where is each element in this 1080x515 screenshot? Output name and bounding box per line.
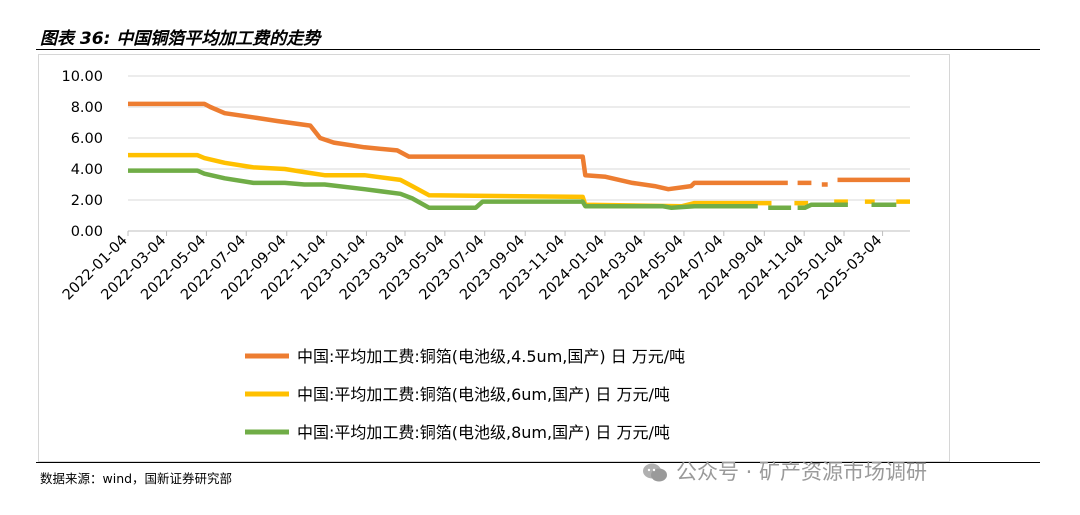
- series-lines: [128, 101, 910, 211]
- y-tick-label: 0.00: [71, 224, 103, 240]
- wechat-icon: [643, 463, 667, 482]
- y-tick-label: 10.00: [61, 69, 103, 85]
- y-tick-label: 4.00: [71, 162, 103, 178]
- legend-label: 中国:平均加工费:铜箔(电池级,8um,国产) 日 万元/吨: [297, 423, 670, 442]
- series-line-3: [128, 168, 897, 211]
- watermark: 公众号 · 矿产资源市场调研: [642, 456, 927, 486]
- y-tick-label: 8.00: [71, 100, 103, 116]
- chart-frame: [38, 54, 950, 462]
- series-line-2: [128, 152, 910, 209]
- title-rule: [36, 49, 1040, 50]
- legend: 中国:平均加工费:铜箔(电池级,4.5um,国产) 日 万元/吨中国:平均加工费…: [245, 347, 685, 442]
- figure-title: 图表 36: 中国铜箔平均加工费的走势: [40, 29, 321, 49]
- footer-rule: [36, 462, 1040, 463]
- source-note: 数据来源：wind，国新证券研究部: [40, 471, 233, 486]
- y-tick-label: 2.00: [71, 193, 103, 209]
- watermark-text: 公众号 · 矿产资源市场调研: [676, 460, 928, 484]
- legend-label: 中国:平均加工费:铜箔(电池级,4.5um,国产) 日 万元/吨: [297, 347, 685, 366]
- y-tick-label: 6.00: [71, 131, 103, 147]
- legend-label: 中国:平均加工费:铜箔(电池级,6um,国产) 日 万元/吨: [297, 385, 670, 404]
- x-axis-ticks: 2022-01-042022-03-042022-05-042022-07-04…: [60, 231, 885, 303]
- series-line-1: [128, 101, 910, 192]
- y-axis-ticks: 10.00 8.00 6.00 4.00 2.00 0.00: [61, 69, 103, 240]
